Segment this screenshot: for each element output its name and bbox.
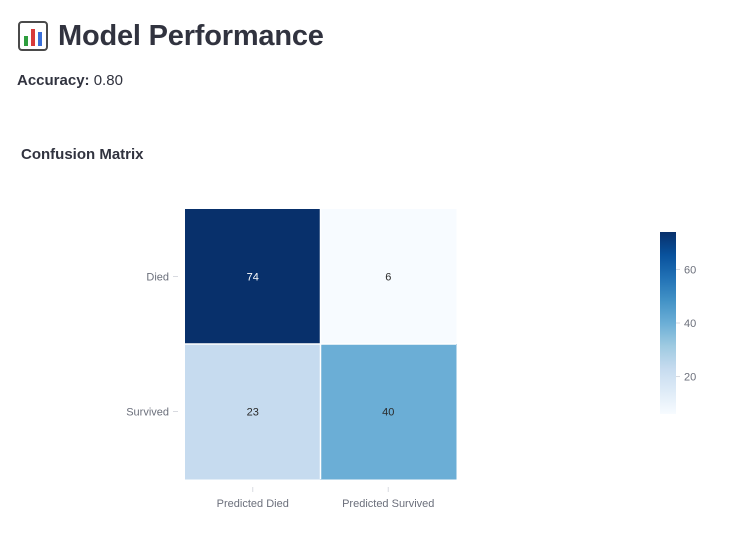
colorbar-tick-label: 20 — [684, 372, 696, 384]
x-axis-ticks: Predicted Died Predicted Survived — [217, 487, 435, 510]
colorbar-tick-label: 40 — [684, 318, 696, 330]
cell-value-label: 6 — [385, 272, 391, 284]
colorbar-tick-label: 60 — [684, 264, 696, 276]
heatmap-cells: 74 6 23 40 — [185, 209, 457, 480]
y-tick-label: Survived — [126, 407, 169, 419]
y-axis-ticks: Died Survived — [126, 272, 178, 419]
y-tick-label: Died — [146, 272, 169, 284]
x-tick-label: Predicted Survived — [342, 498, 434, 510]
cell-value-label: 74 — [247, 272, 259, 284]
cell-value-label: 23 — [247, 407, 259, 419]
colorbar-gradient — [660, 232, 676, 414]
cell-value-label: 40 — [382, 407, 394, 419]
x-tick-label: Predicted Died — [217, 498, 289, 510]
colorbar: 20 40 60 — [660, 232, 696, 414]
